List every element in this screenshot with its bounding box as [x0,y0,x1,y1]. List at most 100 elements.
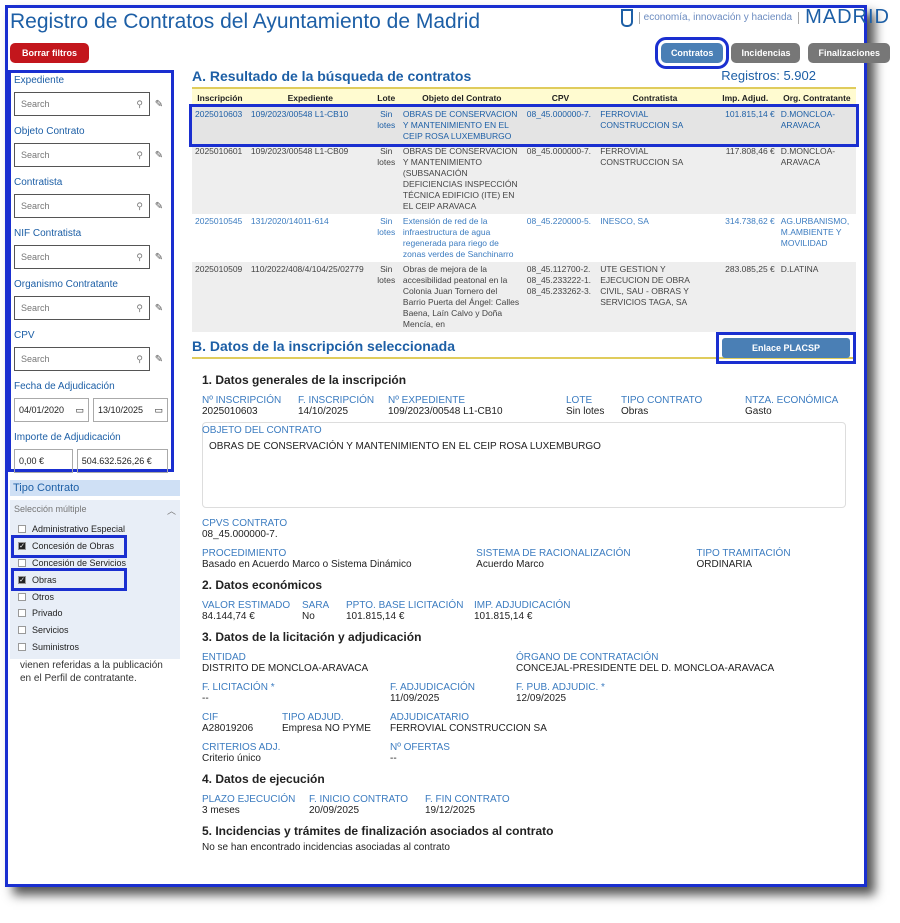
tab-contratos[interactable]: Contratos [654,37,730,69]
field-value: Criterio único [202,753,261,764]
eraser-icon[interactable]: ✎ [154,200,164,212]
field-valor: VALOR ESTIMADO 84.144,74 € [202,600,302,622]
field-label: CRITERIOS ADJ. [202,742,281,753]
field-value: 12/09/2025 [516,693,567,704]
eraser-icon[interactable]: ✎ [154,302,164,314]
table-row[interactable]: 2025010603 109/2023/00548 L1-CB10 Sin lote… [189,104,859,147]
eraser-icon[interactable]: ✎ [154,149,164,161]
filter-search-input[interactable]: Search ⚲ [14,347,150,371]
field-lote: LOTE Sin lotes [566,395,621,417]
column-header[interactable]: Expediente [247,89,373,107]
checkbox[interactable] [18,609,26,618]
field-value: CONCEJAL-PRESIDENTE DEL D. MONCLOA-ARAVA… [516,663,775,674]
tab-finalizaciones[interactable]: Finalizaciones [808,43,890,63]
field-sist: SISTEMA DE RACIONALIZACIÓN Acuerdo Marco [476,548,696,570]
field-label: ÓRGANO DE CONTRATACIÓN [516,652,659,663]
table-cell: FERROVIAL CONSTRUCCION SA [600,109,684,130]
placeholder: Search [21,252,50,262]
table-cell: D.MONCLOA-ARAVACA [780,109,836,130]
field-value: A28019206 [202,723,254,734]
checkbox[interactable] [18,626,26,635]
filter-search-input[interactable]: Search ⚲ [14,245,150,269]
tipo-contrato-filter: Tipo Contrato Selección múltiple ︿ Admini… [10,480,180,685]
checkbox[interactable] [18,525,26,534]
tipo-option[interactable]: Privado [14,605,176,622]
placeholder: Search [21,99,50,109]
table-cell: OBRAS DE CONSERVACION Y MANTENIMIENTO EN… [402,109,518,141]
checkbox[interactable]: ✓ [18,575,26,584]
column-header[interactable]: Objeto del Contrato [399,89,524,107]
filter-label: CPV [14,330,35,341]
column-header[interactable]: Contratista [597,89,713,107]
detail-panel: 1. Datos generales de la inscripción Nº I… [192,359,856,861]
field-fadj: F. ADJUDICACIÓN 11/09/2025 [390,682,516,704]
table-cell: 2025010603 [195,109,243,119]
filter-label: Expediente [14,75,65,86]
field-value: Acuerdo Marco [476,559,544,570]
tipo-option[interactable]: ✓ Obras [11,568,127,592]
clear-filters-button[interactable]: Borrar filtros [10,43,90,63]
field-fpub: F. PUB. ADJUDIC. * 12/09/2025 [516,682,716,704]
field-value: 101.815,14 € [474,611,533,622]
field-proc: PROCEDIMIENTO Basado en Acuerdo Marco o S… [202,548,476,570]
placsp-link-button[interactable]: Enlace PLACSP [721,338,850,358]
filter-search-input[interactable]: Search ⚲ [14,296,150,320]
table-cell: 08_45.000000-7. [526,146,592,156]
amount-to-input[interactable]: 504.632.526,26 € [76,449,168,473]
amount-from-input[interactable]: 0,00 € [14,449,73,473]
incidencias-text: No se han encontrado incidencias asociad… [202,842,450,853]
option-label: Servicios [32,625,69,636]
results-table: Inscripción Expediente Lote Objeto del Cont… [189,89,859,332]
tipo-option[interactable]: Otros [14,588,176,605]
option-label: Administrativo Especial [32,524,126,535]
column-header[interactable]: Org. Contratante [777,89,856,107]
objeto-box: OBRAS DE CONSERVACIÓN Y MANTENIMIENTO EN… [202,422,846,508]
field-label: CIF [202,712,219,723]
table-row[interactable]: 2025010509 110/2022/408/4/104/25/02779 Sin… [192,262,856,332]
checkbox[interactable] [18,642,26,651]
table-cell: 109/2023/00548 L1-CB10 [250,109,349,119]
column-header[interactable]: Inscripción [192,89,248,107]
tipo-option[interactable]: ✓ Concesión de Obras [11,534,127,558]
checkbox[interactable] [18,592,26,601]
section-heading: 3. Datos de la licitación y adjudicación [202,630,422,644]
field-value: 101.815,14 € [346,611,405,622]
option-label: Otros [32,591,55,602]
chevron-up-icon[interactable]: ︿ [166,506,176,516]
table-cell: 2025010545 [195,216,243,226]
tipo-option[interactable]: Administrativo Especial [14,521,176,538]
tipo-option[interactable]: Servicios [14,622,176,639]
multi-select-label: Selección múltiple [14,504,87,514]
field-label: ENTIDAD [202,652,246,663]
tipo-option[interactable]: Concesión de Servicios [14,555,176,572]
date-to-input[interactable]: 13/10/2025 ▭ [93,398,168,422]
field-cpvs: CPVS CONTRATO 08_45.000000-7. [202,518,402,540]
checkbox[interactable] [18,558,26,567]
field-value: DISTRITO DE MONCLOA-ARAVACA [202,663,369,674]
search-icon: ⚲ [136,303,143,313]
column-header[interactable]: CPV [523,89,598,107]
option-label: Privado [32,608,63,619]
table-row[interactable]: 2025010601 109/2023/00548 L1-CB09 Sin lote… [192,144,856,214]
app-window [5,5,867,887]
filter-search-input[interactable]: Search ⚲ [14,194,150,218]
date-from-input[interactable]: 04/01/2020 ▭ [14,398,89,422]
tab-incidencias[interactable]: Incidencias [731,43,801,63]
eraser-icon[interactable]: ✎ [154,98,164,110]
eraser-icon[interactable]: ✎ [154,251,164,263]
filter-search-input[interactable]: Search ⚲ [14,143,150,167]
tipo-option[interactable]: Suministros [14,639,176,656]
field-label: F. PUB. ADJUDIC. * [516,682,605,693]
table-cell: 314.738,62 € [725,216,775,226]
tipo-contrato-header[interactable]: Tipo Contrato [10,480,180,496]
field-label: Nº EXPEDIENTE [388,395,466,406]
filter-label: Contratista [14,177,63,188]
checkbox[interactable]: ✓ [18,542,26,551]
filter-search-input[interactable]: Search ⚲ [14,92,150,116]
eraser-icon[interactable]: ✎ [154,353,164,365]
madrid-shield-icon [620,8,633,27]
column-header[interactable]: Imp. Adjud. [712,89,778,107]
madrid-logo: economía, innovación y hacienda MADRID [620,6,890,29]
table-row[interactable]: 2025010545 131/2020/14011-614 Sin lotes Ext… [192,214,856,262]
column-header[interactable]: Lote [372,89,400,107]
